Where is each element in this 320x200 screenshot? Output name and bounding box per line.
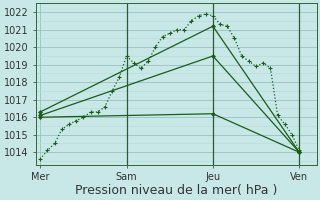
X-axis label: Pression niveau de la mer( hPa ): Pression niveau de la mer( hPa ) [75, 184, 277, 197]
